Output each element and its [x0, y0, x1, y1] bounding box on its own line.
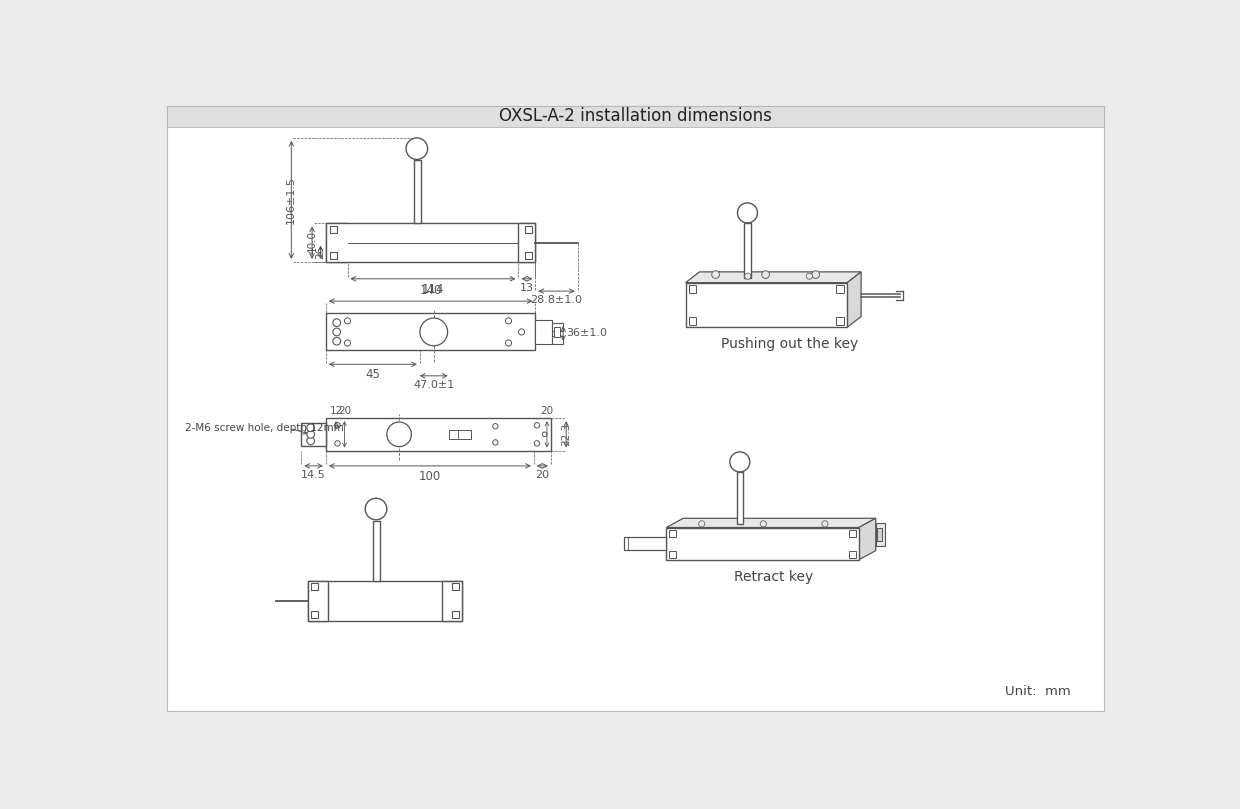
Circle shape [730, 452, 750, 472]
Circle shape [712, 271, 719, 278]
Bar [552, 323, 563, 331]
Circle shape [534, 422, 539, 428]
Text: 13: 13 [520, 282, 534, 293]
Text: 26: 26 [315, 246, 326, 259]
Bar [373, 520, 379, 581]
Circle shape [306, 437, 315, 445]
Bar [311, 583, 319, 590]
Bar [875, 523, 885, 546]
Text: 40.0: 40.0 [308, 231, 317, 254]
Circle shape [534, 441, 539, 446]
Circle shape [506, 340, 512, 346]
Text: 106±1.5: 106±1.5 [286, 176, 296, 224]
Bar [301, 422, 326, 446]
Text: 28.8±1.0: 28.8±1.0 [531, 295, 583, 305]
Circle shape [806, 273, 812, 279]
Bar [686, 282, 847, 328]
Bar [688, 285, 697, 293]
Circle shape [698, 521, 704, 527]
Bar [309, 581, 329, 621]
Circle shape [761, 271, 770, 278]
Text: 36±1.0: 36±1.0 [567, 328, 608, 338]
Circle shape [420, 318, 448, 345]
Bar [624, 537, 666, 550]
Circle shape [366, 498, 387, 520]
Circle shape [335, 441, 340, 446]
Text: 140: 140 [419, 284, 441, 297]
Bar [449, 430, 471, 439]
Text: 12: 12 [330, 406, 342, 416]
Bar [688, 317, 697, 325]
Text: 45: 45 [366, 368, 381, 381]
Bar [167, 106, 1104, 127]
Circle shape [332, 328, 341, 336]
Circle shape [405, 138, 428, 159]
Polygon shape [859, 519, 875, 560]
Circle shape [822, 521, 828, 527]
Bar [837, 285, 844, 293]
Bar [330, 227, 337, 233]
Bar [737, 472, 743, 524]
Circle shape [345, 340, 351, 346]
Circle shape [760, 521, 766, 527]
Circle shape [332, 337, 341, 345]
Text: 114: 114 [422, 282, 444, 295]
Bar [666, 527, 859, 560]
Circle shape [335, 422, 340, 428]
Circle shape [745, 273, 751, 279]
Bar [525, 227, 532, 233]
Circle shape [306, 430, 315, 438]
Bar [428, 329, 439, 343]
Bar [311, 612, 319, 618]
Circle shape [542, 432, 547, 437]
Circle shape [332, 319, 341, 327]
Circle shape [738, 203, 758, 223]
Bar [837, 317, 844, 325]
Circle shape [518, 328, 525, 335]
Text: Unit:  mm: Unit: mm [1004, 685, 1070, 698]
Text: 32.3: 32.3 [562, 423, 572, 446]
Bar [525, 252, 532, 259]
Bar [554, 327, 560, 337]
Circle shape [492, 440, 498, 445]
Text: Pushing out the key: Pushing out the key [720, 337, 858, 351]
Text: 100: 100 [419, 470, 441, 483]
Bar [326, 418, 551, 451]
Text: 14.5: 14.5 [301, 470, 326, 480]
Bar [309, 581, 463, 621]
Bar [552, 336, 563, 344]
Bar [326, 223, 347, 262]
Bar [453, 583, 459, 590]
Bar [536, 320, 552, 344]
Bar [877, 528, 882, 541]
Circle shape [345, 318, 351, 324]
Text: 20: 20 [541, 406, 553, 416]
Polygon shape [847, 272, 861, 328]
Polygon shape [666, 519, 875, 527]
Bar [670, 551, 676, 557]
Text: OXSL-A-2 installation dimensions: OXSL-A-2 installation dimensions [498, 108, 773, 125]
Circle shape [506, 318, 512, 324]
Bar [414, 160, 420, 223]
Text: 20: 20 [536, 470, 549, 480]
Polygon shape [686, 272, 861, 282]
Bar [518, 223, 536, 262]
Circle shape [306, 424, 315, 432]
Bar [326, 313, 536, 350]
Text: Retract key: Retract key [734, 570, 813, 584]
Text: 20: 20 [337, 406, 351, 416]
Bar [330, 252, 337, 259]
Bar [443, 581, 463, 621]
Circle shape [812, 271, 820, 278]
Bar [453, 612, 459, 618]
Bar [326, 223, 536, 262]
Circle shape [387, 422, 412, 447]
Bar [670, 530, 676, 536]
Text: 47.0±1: 47.0±1 [413, 379, 454, 390]
Bar [849, 530, 856, 536]
Circle shape [492, 424, 498, 429]
Bar [849, 551, 856, 557]
Text: 2-M6 screw hole, depth 12mm: 2-M6 screw hole, depth 12mm [185, 423, 343, 433]
Bar [744, 223, 750, 278]
